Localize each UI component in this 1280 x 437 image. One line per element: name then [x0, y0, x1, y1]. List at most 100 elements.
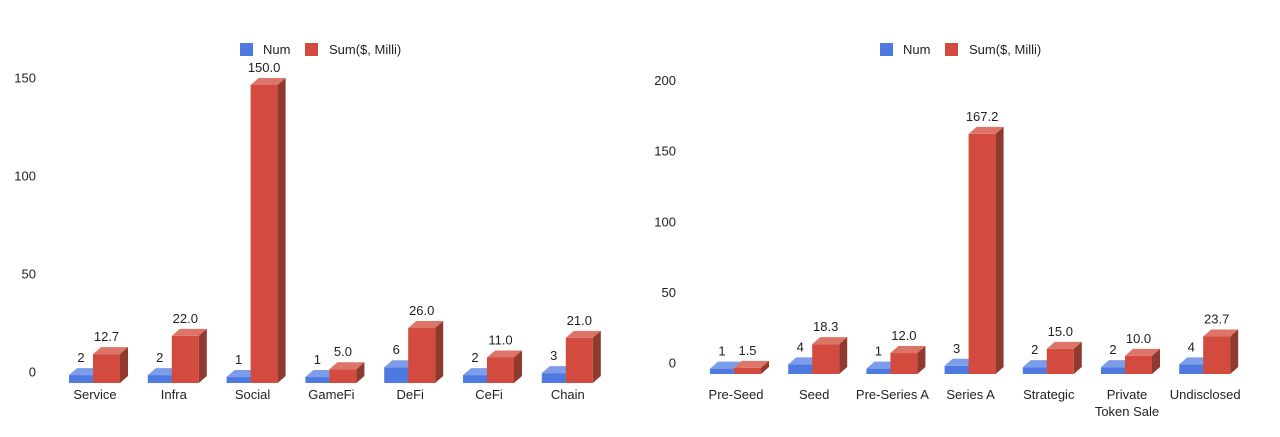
x-axis-label: Pre-Series A — [856, 387, 929, 402]
x-axis-label: Service — [73, 387, 116, 402]
value-label-num: 1 — [718, 344, 725, 359]
chart-by-round: Num Sum($, Milli) 0 50 100 150 200 1 1.5 Pre-Seed… — [654, 42, 1241, 419]
bar-num-social-front-face — [226, 377, 251, 383]
value-label-num: 2 — [1109, 342, 1116, 357]
value-label-num: 3 — [953, 341, 960, 356]
bar-sum-service — [93, 347, 128, 383]
x-axis-label: Series A — [946, 387, 995, 402]
value-label-num: 2 — [156, 350, 163, 365]
y-axis-tick-label: 0 — [669, 356, 676, 371]
value-label-sum: 26.0 — [409, 303, 434, 318]
bar-sum-private-token-sale-side-face — [1152, 348, 1160, 374]
value-label-sum: 12.0 — [891, 328, 916, 343]
y-axis-tick-label: 0 — [29, 365, 36, 380]
bar-sum-pre-series-a-top-face — [890, 346, 926, 354]
x-axis-label: Chain — [551, 387, 585, 402]
value-label-sum: 167.2 — [966, 109, 999, 124]
bar-sum-pre-seed-front-face — [734, 367, 761, 374]
bar-num-pre-series-a-front-face — [866, 368, 891, 374]
bar-sum-defi — [408, 321, 444, 383]
bar-sum-undisclosed — [1203, 329, 1239, 374]
bar-num-undisclosed-front-face — [1179, 364, 1204, 374]
bar-num-private-token-sale-front-face — [1101, 367, 1125, 374]
bar-sum-pre-series-a — [890, 346, 926, 374]
legend-swatch-sum — [945, 43, 958, 56]
bar-sum-pre-series-a-front-face — [890, 353, 918, 374]
value-label-num: 2 — [471, 350, 478, 365]
x-axis-label: Pre-Seed — [709, 387, 764, 402]
value-label-sum: 15.0 — [1048, 324, 1073, 339]
bar-sum-service-front-face — [93, 354, 120, 383]
bar-num-series-a-front-face — [944, 365, 969, 374]
legend-swatch-num — [240, 43, 253, 56]
bar-sum-pre-series-a-side-face — [917, 346, 926, 374]
value-label-sum: 22.0 — [173, 311, 198, 326]
bar-sum-series-a-side-face — [995, 126, 1004, 374]
y-axis-tick-label: 50 — [22, 267, 36, 282]
value-label-num: 2 — [77, 350, 84, 365]
x-axis-label: Strategic — [1023, 387, 1075, 402]
bar-sum-defi-top-face — [408, 321, 444, 329]
value-label-num: 1 — [875, 344, 882, 359]
bar-sum-undisclosed-side-face — [1230, 329, 1239, 374]
bar-sum-series-a-front-face — [968, 133, 996, 374]
y-axis-tick-label: 50 — [662, 285, 676, 300]
bar-sum-infra-side-face — [198, 328, 207, 383]
bar-num-chain-front-face — [541, 373, 566, 383]
bar-sum-seed — [812, 337, 848, 374]
bar-sum-private-token-sale-front-face — [1125, 355, 1152, 374]
bar-sum-gamefi-top-face — [329, 362, 365, 370]
bar-sum-service-top-face — [93, 347, 128, 355]
bar-sum-strategic — [1046, 341, 1082, 374]
value-label-num: 2 — [1031, 342, 1038, 357]
bar-sum-social-top-face — [250, 78, 286, 85]
bar-sum-pre-seed-side-face — [761, 360, 769, 374]
value-label-num: 4 — [797, 339, 804, 354]
bar-sum-cefi-top-face — [487, 350, 522, 358]
bar-sum-social-side-face — [277, 78, 286, 383]
value-label-sum: 12.7 — [94, 329, 119, 344]
bar-sum-gamefi-side-face — [356, 362, 365, 383]
bar-sum-pre-seed — [734, 360, 769, 374]
y-axis-tick-label: 100 — [654, 214, 676, 229]
legend: Num Sum($, Milli) — [880, 42, 1041, 57]
x-axis-label: Undisclosed — [1170, 387, 1241, 402]
y-axis-tick-label: 100 — [14, 169, 36, 184]
bar-num-undisclosed-top-face — [1179, 357, 1212, 365]
legend-label-num: Num — [263, 42, 290, 57]
legend: Num Sum($, Milli) — [240, 42, 401, 57]
bar-num-series-a-top-face — [944, 358, 977, 366]
bar-sum-seed-top-face — [812, 337, 848, 345]
value-label-sum: 21.0 — [567, 313, 592, 328]
value-label-sum: 18.3 — [813, 319, 838, 334]
bar-num-infra-front-face — [147, 375, 172, 383]
bar-num-pre-seed-top-face — [710, 361, 742, 369]
bar-sum-private-token-sale — [1125, 348, 1160, 374]
bar-sum-gamefi — [329, 362, 365, 383]
bar-sum-strategic-front-face — [1046, 348, 1074, 374]
value-label-num: 3 — [550, 348, 557, 363]
value-label-sum: 150.0 — [248, 60, 281, 75]
bar-sum-defi-front-face — [408, 328, 436, 383]
bar-sum-chain-side-face — [592, 330, 601, 383]
bar-sum-service-side-face — [120, 347, 128, 383]
x-axis-label: DeFi — [396, 387, 424, 402]
legend-label-num: Num — [903, 42, 930, 57]
y-axis-tick-label: 150 — [14, 71, 36, 86]
bar-num-strategic-front-face — [1022, 367, 1047, 374]
bar-num-defi-front-face — [384, 367, 409, 383]
legend-swatch-sum — [305, 43, 318, 56]
value-label-sum: 23.7 — [1204, 312, 1229, 327]
bar-sum-chain-front-face — [565, 337, 593, 383]
bar-sum-social-front-face — [250, 85, 278, 383]
x-axis-label: CeFi — [475, 387, 503, 402]
y-axis-tick-label: 200 — [654, 73, 676, 88]
bar-sum-seed-front-face — [812, 344, 840, 374]
bar-sum-cefi-front-face — [487, 357, 514, 383]
bar-sum-undisclosed-front-face — [1203, 336, 1231, 374]
bar-sum-series-a-top-face — [968, 126, 1004, 134]
chart-by-category: Num Sum($, Milli)050100150212.7Service222… — [14, 42, 601, 402]
x-axis-label: Infra — [161, 387, 188, 402]
legend-swatch-num — [880, 43, 893, 56]
